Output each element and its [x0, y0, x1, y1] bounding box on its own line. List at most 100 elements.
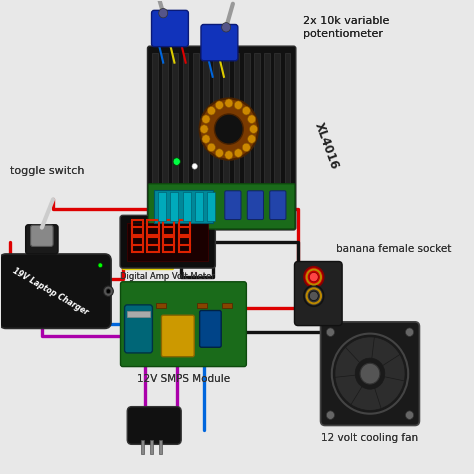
Bar — [284, 53, 291, 223]
Circle shape — [406, 411, 414, 419]
Circle shape — [310, 291, 319, 301]
Circle shape — [173, 158, 180, 165]
Bar — [127, 223, 208, 261]
Bar — [162, 53, 168, 223]
FancyBboxPatch shape — [120, 282, 246, 366]
Text: 12V SMPS Module: 12V SMPS Module — [137, 374, 230, 383]
Bar — [152, 53, 158, 223]
Circle shape — [327, 328, 335, 337]
Circle shape — [215, 149, 223, 157]
FancyBboxPatch shape — [247, 191, 264, 219]
Wedge shape — [335, 375, 364, 407]
Circle shape — [207, 143, 215, 152]
Circle shape — [103, 286, 113, 296]
FancyBboxPatch shape — [148, 184, 295, 229]
Bar — [195, 192, 203, 220]
Circle shape — [106, 289, 110, 293]
FancyBboxPatch shape — [270, 191, 286, 219]
Text: Digital Amp Volt Meter: Digital Amp Volt Meter — [120, 273, 215, 282]
Circle shape — [247, 115, 256, 123]
Text: 12 volt cooling fan: 12 volt cooling fan — [321, 433, 419, 443]
Wedge shape — [382, 350, 405, 386]
Circle shape — [202, 135, 210, 143]
Circle shape — [242, 143, 250, 152]
Circle shape — [222, 23, 231, 32]
Bar — [274, 53, 280, 223]
FancyBboxPatch shape — [31, 225, 53, 246]
Text: XL4016: XL4016 — [311, 120, 341, 171]
Text: banana female socket: banana female socket — [336, 244, 452, 254]
Circle shape — [214, 114, 243, 144]
Text: toggle switch: toggle switch — [10, 166, 85, 176]
FancyBboxPatch shape — [225, 191, 241, 219]
Circle shape — [406, 328, 414, 337]
Circle shape — [207, 107, 215, 115]
Bar — [156, 303, 166, 308]
Bar — [207, 192, 215, 220]
Circle shape — [304, 285, 324, 306]
Bar — [264, 53, 270, 223]
Text: 19V Laptop Charger: 19V Laptop Charger — [11, 266, 90, 317]
Text: banana female socket: banana female socket — [336, 244, 452, 254]
Circle shape — [242, 107, 250, 115]
Wedge shape — [342, 337, 374, 364]
Bar — [244, 53, 250, 223]
Circle shape — [200, 99, 258, 160]
FancyBboxPatch shape — [162, 315, 194, 357]
FancyBboxPatch shape — [120, 215, 215, 268]
FancyBboxPatch shape — [26, 225, 58, 254]
Bar — [193, 53, 199, 223]
Text: 12V SMPS Module: 12V SMPS Module — [137, 374, 230, 383]
Text: 2x 10k variable
potentiometer: 2x 10k variable potentiometer — [302, 16, 389, 39]
Circle shape — [225, 99, 233, 108]
Text: toggle switch: toggle switch — [10, 166, 85, 176]
FancyBboxPatch shape — [127, 407, 181, 444]
Circle shape — [327, 411, 335, 419]
Circle shape — [247, 135, 256, 143]
Wedge shape — [335, 347, 360, 383]
Wedge shape — [375, 377, 404, 409]
FancyBboxPatch shape — [201, 25, 238, 61]
Bar — [213, 53, 219, 223]
Wedge shape — [369, 337, 400, 365]
Bar — [197, 303, 207, 308]
FancyBboxPatch shape — [125, 305, 153, 353]
Circle shape — [225, 151, 233, 159]
Wedge shape — [351, 387, 386, 410]
Bar — [150, 439, 153, 454]
Circle shape — [98, 263, 102, 268]
Bar — [203, 53, 209, 223]
Circle shape — [215, 101, 223, 109]
Bar — [182, 53, 189, 223]
Bar — [173, 53, 178, 223]
Circle shape — [159, 9, 168, 18]
Circle shape — [310, 273, 319, 282]
Bar — [223, 53, 229, 223]
FancyBboxPatch shape — [294, 262, 342, 326]
Bar — [170, 192, 178, 220]
FancyBboxPatch shape — [200, 310, 221, 347]
FancyBboxPatch shape — [152, 10, 188, 46]
Circle shape — [360, 363, 380, 384]
Bar — [154, 190, 213, 223]
Bar — [234, 53, 239, 223]
Text: 2x 10k variable
potentiometer: 2x 10k variable potentiometer — [302, 16, 389, 39]
Circle shape — [234, 149, 242, 157]
Circle shape — [200, 125, 208, 133]
Circle shape — [304, 267, 324, 287]
Bar — [159, 439, 162, 454]
FancyBboxPatch shape — [320, 322, 419, 426]
Text: 12 volt cooling fan: 12 volt cooling fan — [321, 433, 419, 443]
Bar — [182, 192, 191, 220]
Bar — [222, 303, 231, 308]
Circle shape — [234, 101, 242, 109]
Bar — [254, 53, 260, 223]
Bar — [141, 439, 145, 454]
Bar — [158, 192, 166, 220]
FancyBboxPatch shape — [147, 46, 296, 230]
Circle shape — [192, 164, 197, 169]
Text: Digital Amp Volt Meter: Digital Amp Volt Meter — [120, 273, 215, 282]
FancyBboxPatch shape — [0, 254, 111, 328]
Circle shape — [202, 115, 210, 123]
Bar — [127, 311, 150, 317]
